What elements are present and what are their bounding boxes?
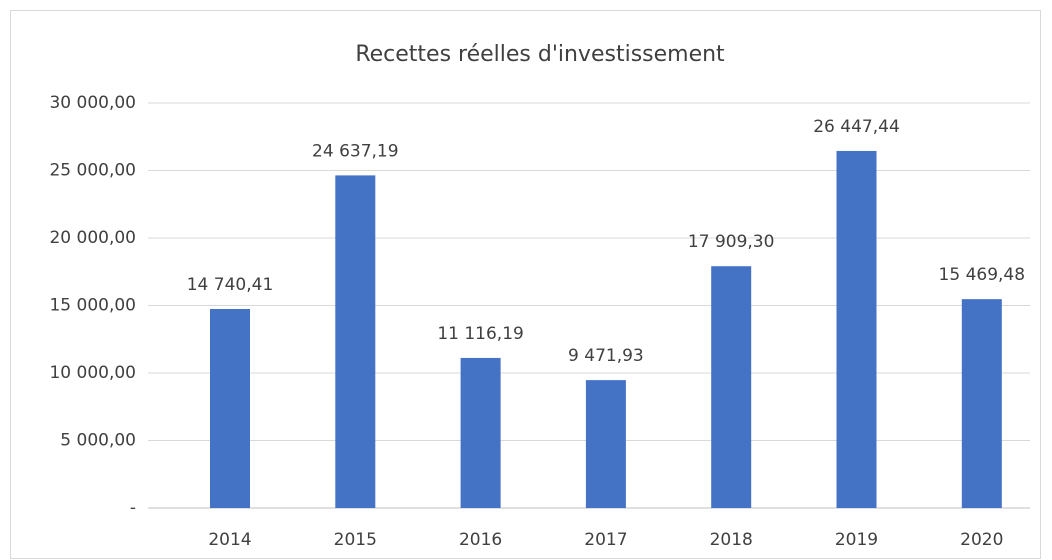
y-tick-label: 20 000,00 xyxy=(49,228,136,248)
bar xyxy=(961,299,1002,508)
y-tick-label: 25 000,00 xyxy=(49,161,136,181)
data-label: 15 469,48 xyxy=(939,265,1026,285)
bar xyxy=(335,175,376,508)
y-tick-label: 15 000,00 xyxy=(49,296,136,316)
x-tick-label: 2015 xyxy=(334,530,377,550)
data-label: 14 740,41 xyxy=(187,275,274,295)
data-label: 9 471,93 xyxy=(568,346,644,366)
x-tick-label: 2014 xyxy=(208,530,251,550)
data-label: 26 447,44 xyxy=(813,117,900,137)
x-tick-label: 2019 xyxy=(835,530,878,550)
y-tick-label: 5 000,00 xyxy=(60,431,136,451)
x-tick-label: 2020 xyxy=(960,530,1003,550)
chart-border xyxy=(10,10,1041,559)
data-label: 11 116,19 xyxy=(437,324,524,344)
x-tick-label: 2018 xyxy=(710,530,753,550)
bar xyxy=(711,266,752,508)
y-tick-label: 30 000,00 xyxy=(49,93,136,113)
bar xyxy=(210,309,250,508)
data-label: 24 637,19 xyxy=(312,141,399,161)
x-tick-label: 2017 xyxy=(584,530,627,550)
bar xyxy=(836,150,877,508)
data-label: 17 909,30 xyxy=(688,232,775,252)
chart-title: Recettes réelles d'investissement xyxy=(355,42,725,67)
bar xyxy=(460,357,501,508)
bar xyxy=(585,380,626,508)
x-tick-label: 2016 xyxy=(459,530,502,550)
y-tick-label: 10 000,00 xyxy=(49,363,136,383)
y-tick-label: - xyxy=(130,498,136,518)
